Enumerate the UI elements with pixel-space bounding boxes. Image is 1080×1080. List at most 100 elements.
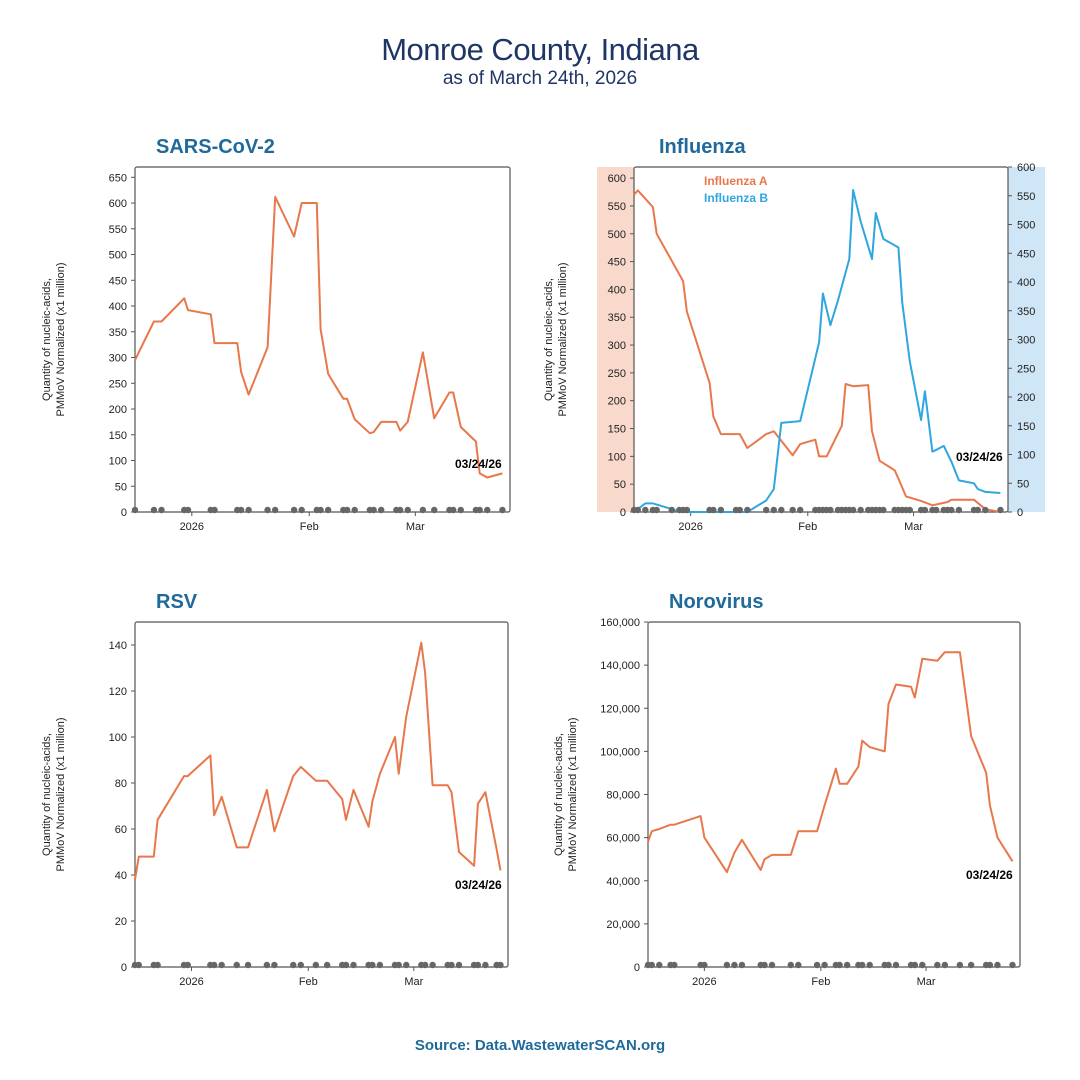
- rsv-sample-dot: [455, 961, 463, 969]
- flu-sample-dot: [982, 506, 989, 514]
- sars-ytick-label: 600: [109, 198, 127, 210]
- flu-ytick-label: 350: [608, 312, 626, 324]
- noro-sample-dot: [787, 961, 794, 969]
- rsv-sample-dot: [474, 961, 482, 969]
- flu-series-line-0: [633, 189, 1001, 513]
- rsv-sample-dot: [263, 961, 271, 969]
- flu-ytick-label: 250: [608, 368, 626, 380]
- sars-sample-dot: [484, 506, 491, 514]
- noro-sample-dot: [885, 961, 892, 969]
- noro-sample-dot: [648, 961, 655, 969]
- flu-sample-dot: [736, 506, 743, 514]
- noro-sample-dot: [843, 961, 851, 969]
- noro-chart: Norovirus Quantity of nucleic-acids, PMMoV…: [553, 591, 1021, 988]
- rsv-ytick-label: 20: [115, 916, 127, 928]
- noro-sample-dot: [934, 961, 941, 969]
- flu-y2tick-label: 300: [1017, 335, 1035, 347]
- source-link[interactable]: Source: Data.WastewaterSCAN.org: [414, 1037, 666, 1054]
- rsv-plot-frame: [134, 621, 509, 968]
- noro-sample-dot: [813, 961, 821, 969]
- sars-ytick-label: 50: [115, 481, 127, 493]
- flu-y2tick-label: 550: [1017, 191, 1035, 203]
- noro-sample-dot: [956, 961, 964, 969]
- noro-sample-dot: [986, 961, 994, 969]
- sars-ytick-label: 200: [109, 404, 127, 416]
- sars-sample-dot: [404, 506, 411, 514]
- rsv-sample-dot: [271, 961, 278, 969]
- rsv-sample-dot: [448, 961, 455, 969]
- noro-sample-dot: [866, 961, 873, 969]
- left-axis-band: [597, 167, 634, 512]
- rsv-sample-dot: [497, 961, 504, 969]
- noro-sample-dot: [671, 961, 678, 969]
- flu-sample-dot: [921, 506, 929, 514]
- rsv-sample-dot: [218, 961, 225, 969]
- noro-series-line-0: [647, 651, 1014, 874]
- flu-sample-dot: [789, 506, 796, 514]
- sars-sample-dot: [499, 506, 506, 514]
- sars-sample-dot: [378, 506, 385, 514]
- flu-sample-dot: [974, 506, 981, 514]
- flu-sample-dot: [763, 506, 770, 514]
- flu-ytick-label: 500: [608, 229, 626, 241]
- sars-ytick-label: 0: [121, 507, 127, 519]
- sars-sample-dot: [419, 506, 427, 514]
- rsv-title: RSV: [156, 591, 198, 613]
- flu-y2tick-label: 150: [1017, 421, 1035, 433]
- noro-sample-dot: [761, 961, 768, 969]
- sars-sample-dot: [158, 506, 165, 514]
- flu-y2tick-label: 50: [1017, 478, 1029, 490]
- rsv-sample-dot: [312, 961, 320, 969]
- flu-ytick-label: 300: [608, 340, 626, 352]
- flu-y2tick-label: 450: [1017, 248, 1035, 260]
- sars-ytick-label: 450: [109, 275, 127, 287]
- rsv-sample-dot: [297, 961, 304, 969]
- noro-ytick-label: 0: [634, 962, 640, 974]
- flu-y2tick-label: 400: [1017, 277, 1035, 289]
- flu-ytick-label: 50: [614, 479, 626, 491]
- flu-sample-dot: [744, 506, 751, 514]
- page-title: Monroe County, Indiana: [381, 32, 699, 67]
- flu-sample-dot: [906, 506, 913, 514]
- noro-sample-dot: [723, 961, 731, 969]
- flu-xtick-label: Feb: [798, 521, 817, 533]
- noro-xtick-label: 2026: [692, 976, 716, 988]
- rsv-xtick-label: Mar: [404, 976, 423, 988]
- flu-plot-frame: [633, 166, 1009, 513]
- sars-sample-dot: [298, 506, 305, 514]
- noro-sample-dot: [821, 961, 828, 969]
- flu-ytick-label: 550: [608, 201, 626, 213]
- flu-sample-dot: [948, 506, 955, 514]
- flu-sample-dot: [846, 506, 853, 514]
- rsv-ylabel-line: PMMoV Normalized (x1 million): [55, 717, 67, 871]
- noro-ytick-label: 120,000: [600, 703, 640, 715]
- flu-ytick-label: 100: [608, 451, 626, 463]
- rsv-end-date-label: 03/24/26: [455, 878, 502, 892]
- sars-sample-dot: [351, 506, 358, 514]
- flu-y2tick-label: 350: [1017, 306, 1035, 318]
- flu-sample-dot: [778, 506, 785, 514]
- rsv-xtick-label: Feb: [299, 976, 318, 988]
- sars-ylabel-line: PMMoV Normalized (x1 million): [55, 262, 67, 416]
- sars-sample-dot: [264, 506, 271, 514]
- flu-end-date-label: 03/24/26: [956, 450, 1003, 464]
- flu-ylabel-line: Quantity of nucleic-acids,: [543, 278, 555, 401]
- sars-ytick-label: 100: [109, 456, 127, 468]
- flu-sample-dot: [857, 506, 864, 514]
- sars-ytick-label: 400: [109, 301, 127, 313]
- flu-xtick-label: Mar: [904, 521, 923, 533]
- noro-ytick-label: 100,000: [600, 746, 640, 758]
- sars-ytick-label: 150: [109, 430, 127, 442]
- flu-sample-dot: [997, 506, 1004, 514]
- flu-sample-dot: [933, 506, 940, 514]
- flu-sample-dot: [770, 506, 777, 514]
- noro-xtick-label: Feb: [811, 976, 830, 988]
- sars-sample-dot: [370, 506, 377, 514]
- rsv-sample-dot: [403, 961, 410, 969]
- flu-sample-dot: [676, 506, 683, 514]
- sars-end-date-label: 03/24/26: [455, 457, 502, 471]
- rsv-xtick-label: 2026: [179, 976, 203, 988]
- noro-sample-dot: [941, 961, 949, 969]
- sars-sample-dot: [317, 506, 324, 514]
